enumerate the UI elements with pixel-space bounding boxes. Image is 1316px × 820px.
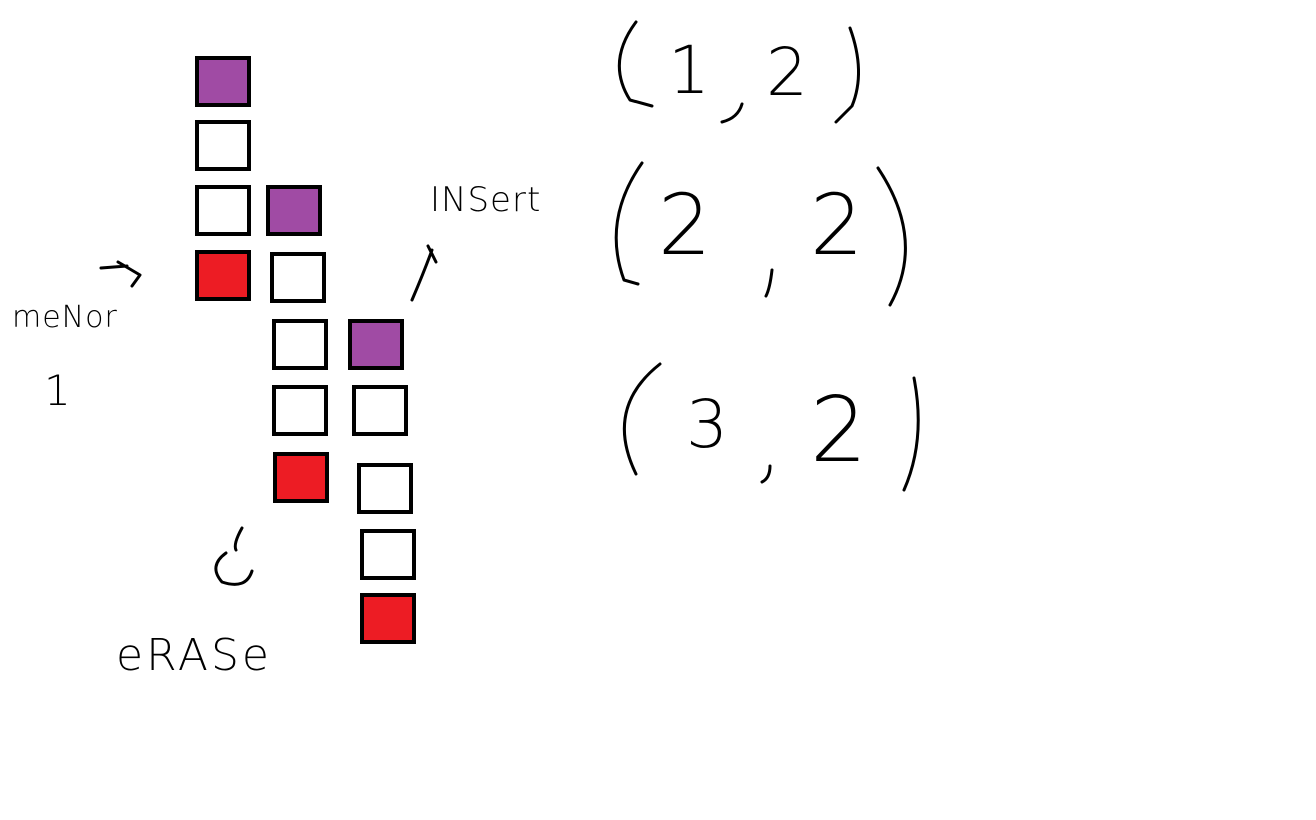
stack-1-cell-head [195,56,251,107]
stack-3-cell-empty [360,529,416,580]
memory-number: 1 [44,366,71,415]
stack-1-cell-tail [195,250,251,301]
tuple-2-second: 2 [810,176,864,274]
stack-3-cell-head [348,319,404,370]
tuple-2-comma [764,268,774,298]
tuple-1-open-paren [617,20,654,108]
memory-label: meNor [12,300,118,335]
stack-2-cell-empty [272,385,328,436]
stack-2-cell-empty [270,252,326,303]
tuple-2-first: 2 [658,176,712,274]
tuple-1-first: 1 [668,32,710,109]
insert-label: INSert [430,180,542,220]
stack-2-cell-tail [273,452,329,503]
tuple-2-open-paren [614,161,644,286]
stack-3-cell-empty [357,463,413,514]
tuple-3-comma [760,464,772,484]
erase-label: eRASe [116,630,272,681]
tuple-2-close-paren [876,166,907,307]
tuple-1-close-paren [834,26,860,124]
stack-2-cell-empty [272,319,328,370]
tuple-3-first: 3 [686,386,728,463]
tuple-3-open-paren [622,362,662,476]
tuple-1-second: 2 [766,34,808,111]
stack-1-cell-empty [195,120,251,171]
stack-2-cell-head [266,185,322,236]
tuple-1-comma [720,102,744,124]
tuple-3-second: 2 [810,378,868,483]
stack-3-cell-tail [360,593,416,644]
tuple-3-close-paren [902,376,920,492]
insert-pointer-icon [410,244,438,302]
stack-1-cell-empty [195,185,251,236]
memory-arrow-icon [99,260,142,288]
erase-pointer-icon [214,526,254,586]
stack-3-cell-empty [352,385,408,436]
